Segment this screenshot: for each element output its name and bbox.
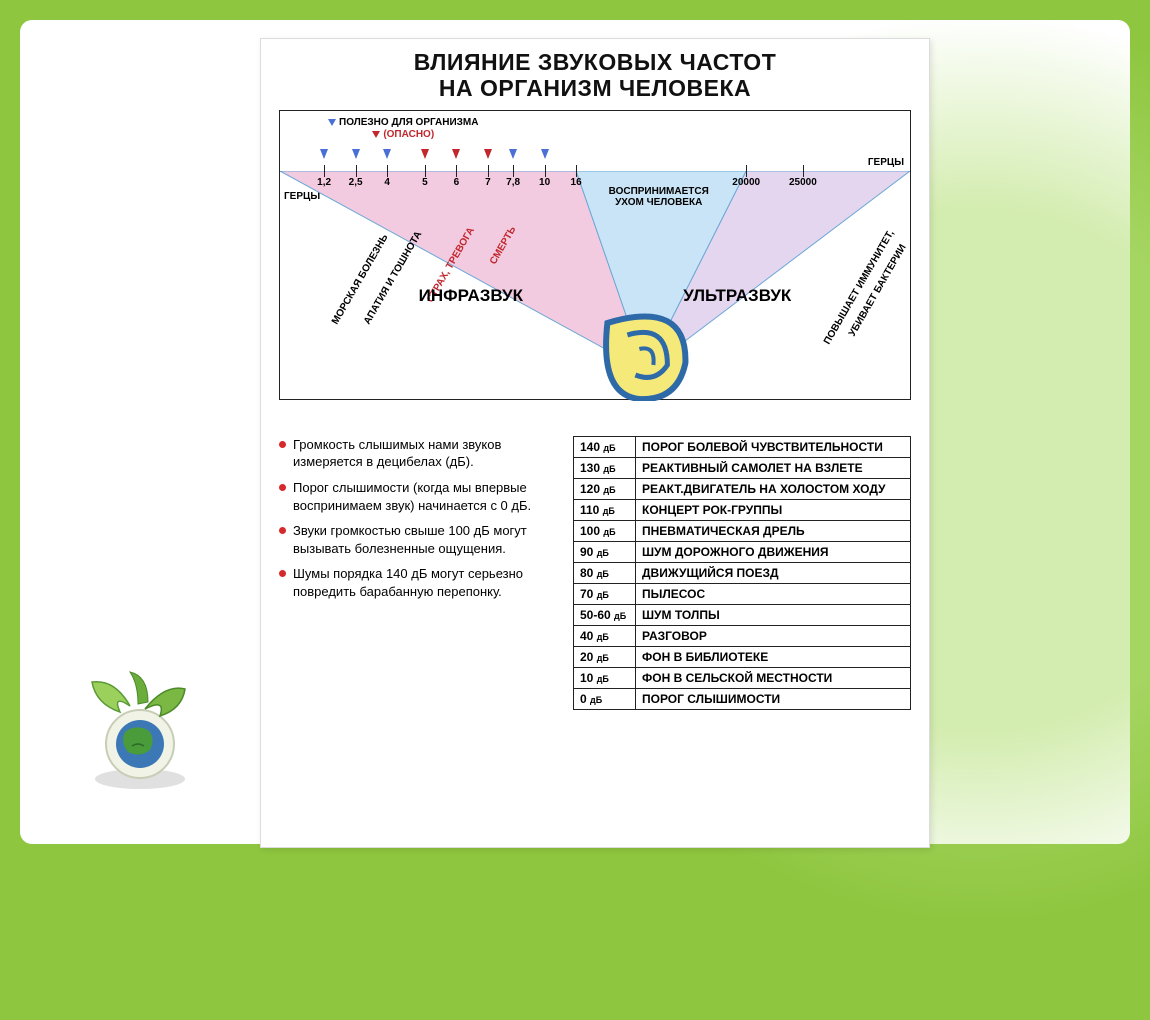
axis-tick xyxy=(576,165,577,177)
axis-tick-label: 7,8 xyxy=(506,177,520,188)
title-line-1: ВЛИЯНИЕ ЗВУКОВЫХ ЧАСТОТ xyxy=(414,49,777,75)
axis-tick xyxy=(324,165,325,177)
db-value: 120 дБ xyxy=(574,478,636,499)
freq-arrow-icon xyxy=(541,149,549,159)
freq-arrow-icon xyxy=(421,149,429,159)
axis-tick-label: 2,5 xyxy=(349,177,363,188)
axis-tick-label: 1,2 xyxy=(317,177,331,188)
axis-tick xyxy=(513,165,514,177)
title-line-2: НА ОРГАНИЗМ ЧЕЛОВЕКА xyxy=(439,75,751,101)
db-description: ПОРОГ СЛЫШИМОСТИ xyxy=(636,688,911,709)
axis-tick xyxy=(456,165,457,177)
axis-tick xyxy=(356,165,357,177)
bullet-list: Громкость слышимых нами звуков измеряетс… xyxy=(279,436,559,710)
db-description: ПОРОГ БОЛЕВОЙ ЧУВСТВИТЕЛЬНОСТИ xyxy=(636,436,911,457)
db-value: 140 дБ xyxy=(574,436,636,457)
db-value: 80 дБ xyxy=(574,562,636,583)
axis-tick-label: 10 xyxy=(539,177,550,188)
bullet-item: Шумы порядка 140 дБ могут серьезно повре… xyxy=(279,565,559,600)
db-value: 130 дБ xyxy=(574,457,636,478)
axis-tick xyxy=(488,165,489,177)
db-description: ПНЕВМАТИЧЕСКАЯ ДРЕЛЬ xyxy=(636,520,911,541)
lower-section: Громкость слышимых нами звуков измеряетс… xyxy=(279,436,911,710)
legend-danger: (ОПАСНО) xyxy=(328,129,479,141)
infrasound-label: ИНФРАЗВУК xyxy=(419,286,523,306)
table-row: 100 дБПНЕВМАТИЧЕСКАЯ ДРЕЛЬ xyxy=(574,520,911,541)
table-row: 130 дБРЕАКТИВНЫЙ САМОЛЕТ НА ВЗЛЕТЕ xyxy=(574,457,911,478)
freq-arrow-icon xyxy=(320,149,328,159)
axis-tick xyxy=(425,165,426,177)
axis-tick xyxy=(387,165,388,177)
poster-title: ВЛИЯНИЕ ЗВУКОВЫХ ЧАСТОТ НА ОРГАНИЗМ ЧЕЛО… xyxy=(279,49,911,102)
db-description: КОНЦЕРТ РОК-ГРУППЫ xyxy=(636,499,911,520)
axis-tick-label: 4 xyxy=(384,177,390,188)
axis-tick-label: 7 xyxy=(485,177,491,188)
table-row: 80 дБДВИЖУЩИЙСЯ ПОЕЗД xyxy=(574,562,911,583)
db-value: 40 дБ xyxy=(574,625,636,646)
db-description: ФОН В СЕЛЬСКОЙ МЕСТНОСТИ xyxy=(636,667,911,688)
axis-tick xyxy=(803,165,804,177)
freq-arrow-icon xyxy=(352,149,360,159)
db-value: 70 дБ xyxy=(574,583,636,604)
table-row: 70 дБПЫЛЕСОС xyxy=(574,583,911,604)
db-description: ШУМ ДОРОЖНОГО ДВИЖЕНИЯ xyxy=(636,541,911,562)
axis-tick xyxy=(746,165,747,177)
table-row: 40 дБРАЗГОВОР xyxy=(574,625,911,646)
freq-arrow-icon xyxy=(484,149,492,159)
db-value: 100 дБ xyxy=(574,520,636,541)
freq-arrow-icon xyxy=(452,149,460,159)
axis-tick-label: 25000 xyxy=(789,177,817,188)
table-row: 0 дБПОРОГ СЛЫШИМОСТИ xyxy=(574,688,911,709)
frequency-diagram: ПОЛЕЗНО ДЛЯ ОРГАНИЗМА (ОПАСНО) ГЕРЦЫ ГЕР… xyxy=(279,110,911,400)
db-description: РЕАКТ.ДВИГАТЕЛЬ НА ХОЛОСТОМ ХОДУ xyxy=(636,478,911,499)
table-row: 120 дБРЕАКТ.ДВИГАТЕЛЬ НА ХОЛОСТОМ ХОДУ xyxy=(574,478,911,499)
db-description: ПЫЛЕСОС xyxy=(636,583,911,604)
freq-arrow-icon xyxy=(383,149,391,159)
db-value: 110 дБ xyxy=(574,499,636,520)
axis-tick-label: 20000 xyxy=(732,177,760,188)
axis-tick-label: 5 xyxy=(422,177,428,188)
db-value: 10 дБ xyxy=(574,667,636,688)
db-value: 20 дБ xyxy=(574,646,636,667)
db-value: 0 дБ xyxy=(574,688,636,709)
bullet-item: Звуки громкостью свыше 100 дБ могут вызы… xyxy=(279,522,559,557)
table-row: 10 дБФОН В СЕЛЬСКОЙ МЕСТНОСТИ xyxy=(574,667,911,688)
audible-zone-label: ВОСПРИНИМАЕТСЯ УХОМ ЧЕЛОВЕКА xyxy=(589,186,729,208)
legend: ПОЛЕЗНО ДЛЯ ОРГАНИЗМА (ОПАСНО) xyxy=(324,115,483,143)
legend-beneficial: ПОЛЕЗНО ДЛЯ ОРГАНИЗМА xyxy=(328,117,479,129)
table-row: 90 дБШУМ ДОРОЖНОГО ДВИЖЕНИЯ xyxy=(574,541,911,562)
ear-icon xyxy=(606,316,685,399)
table-row: 50-60 дБШУМ ТОЛПЫ xyxy=(574,604,911,625)
slide-frame: ВЛИЯНИЕ ЗВУКОВЫХ ЧАСТОТ НА ОРГАНИЗМ ЧЕЛО… xyxy=(20,20,1130,844)
db-description: РЕАКТИВНЫЙ САМОЛЕТ НА ВЗЛЕТЕ xyxy=(636,457,911,478)
axis-unit-right: ГЕРЦЫ xyxy=(868,157,904,168)
table-row: 140 дБПОРОГ БОЛЕВОЙ ЧУВСТВИТЕЛЬНОСТИ xyxy=(574,436,911,457)
axis-tick xyxy=(545,165,546,177)
eco-globe-icon xyxy=(70,654,210,794)
ultrasound-label: УЛЬТРАЗВУК xyxy=(683,286,791,306)
decibel-table: 140 дБПОРОГ БОЛЕВОЙ ЧУВСТВИТЕЛЬНОСТИ130 … xyxy=(573,436,911,710)
freq-arrow-icon xyxy=(509,149,517,159)
db-description: РАЗГОВОР xyxy=(636,625,911,646)
db-value: 50-60 дБ xyxy=(574,604,636,625)
infographic-poster: ВЛИЯНИЕ ЗВУКОВЫХ ЧАСТОТ НА ОРГАНИЗМ ЧЕЛО… xyxy=(260,38,930,848)
db-description: ДВИЖУЩИЙСЯ ПОЕЗД xyxy=(636,562,911,583)
axis-tick-label: 16 xyxy=(571,177,582,188)
db-description: ФОН В БИБЛИОТЕКЕ xyxy=(636,646,911,667)
axis-tick-label: 6 xyxy=(454,177,460,188)
table-row: 20 дБФОН В БИБЛИОТЕКЕ xyxy=(574,646,911,667)
bullet-item: Порог слышимости (когда мы впервые воспр… xyxy=(279,479,559,514)
table-row: 110 дБКОНЦЕРТ РОК-ГРУППЫ xyxy=(574,499,911,520)
bullet-item: Громкость слышимых нами звуков измеряетс… xyxy=(279,436,559,471)
db-value: 90 дБ xyxy=(574,541,636,562)
db-description: ШУМ ТОЛПЫ xyxy=(636,604,911,625)
